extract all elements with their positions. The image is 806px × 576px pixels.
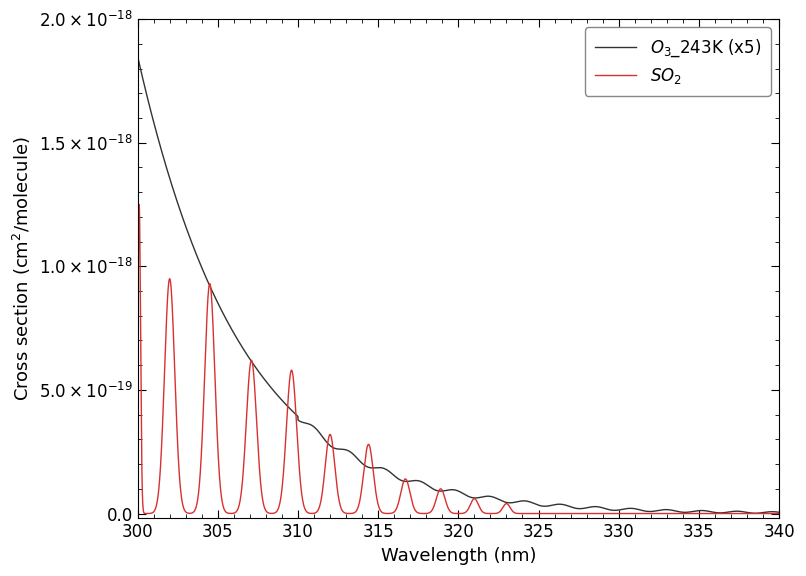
$SO_2$: [165, 275, 175, 282]
$O_3$_243K (x5): [365, 464, 375, 471]
X-axis label: Wavelength (nm): Wavelength (nm): [380, 547, 536, 565]
$SO_2$: [513, 510, 522, 517]
$SO_2$: [642, 510, 652, 517]
$SO_2$: [135, 201, 144, 208]
$O_3$_243K (x5): [750, 510, 760, 517]
$O_3$_243K (x5): [642, 508, 652, 515]
$SO_2$: [540, 510, 550, 517]
$O_3$_243K (x5): [775, 509, 784, 516]
$SO_2$: [133, 356, 143, 363]
$O_3$_243K (x5): [133, 53, 143, 60]
$O_3$_243K (x5): [513, 498, 522, 505]
$O_3$_243K (x5): [609, 507, 618, 514]
$SO_2$: [775, 510, 784, 517]
Line: $SO_2$: $SO_2$: [138, 204, 779, 514]
$SO_2$: [365, 444, 375, 450]
Y-axis label: Cross section (cm$^2$/molecule): Cross section (cm$^2$/molecule): [11, 137, 33, 401]
Line: $O_3$_243K (x5): $O_3$_243K (x5): [138, 56, 779, 513]
Legend: $O_3$_243K (x5), $SO_2$: $O_3$_243K (x5), $SO_2$: [584, 28, 771, 96]
$SO_2$: [609, 510, 618, 517]
$O_3$_243K (x5): [540, 503, 550, 510]
$SO_2$: [637, 510, 646, 517]
$O_3$_243K (x5): [165, 175, 175, 182]
